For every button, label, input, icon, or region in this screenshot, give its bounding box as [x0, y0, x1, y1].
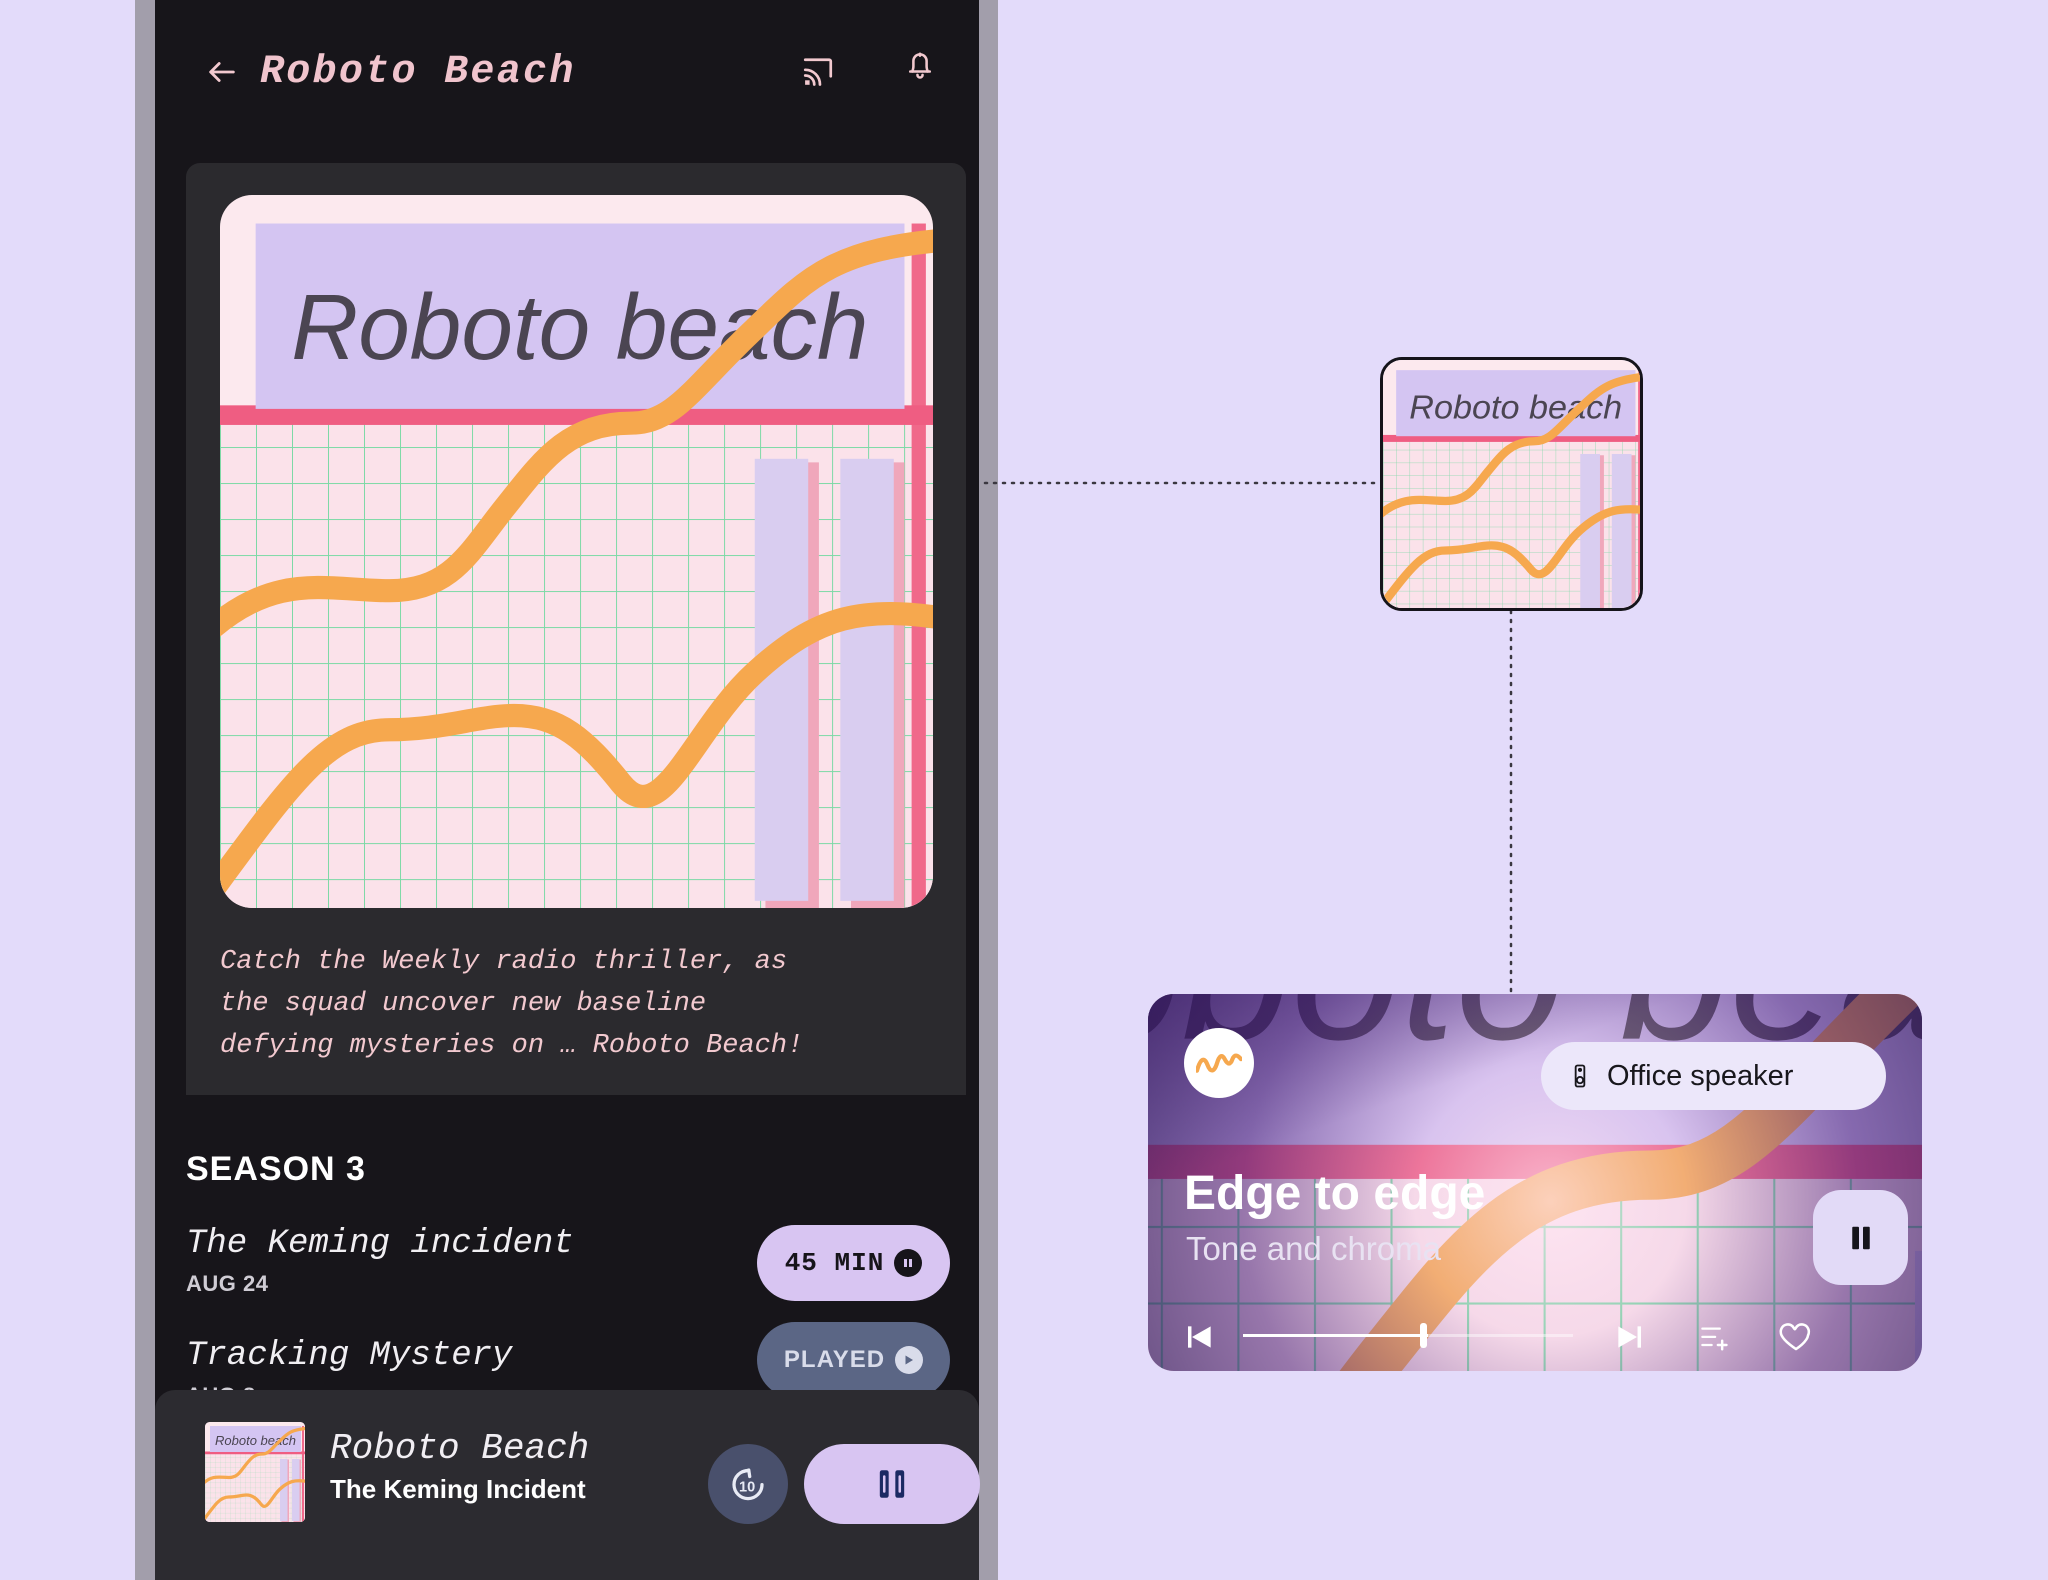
svg-text:10: 10 [739, 1480, 755, 1496]
